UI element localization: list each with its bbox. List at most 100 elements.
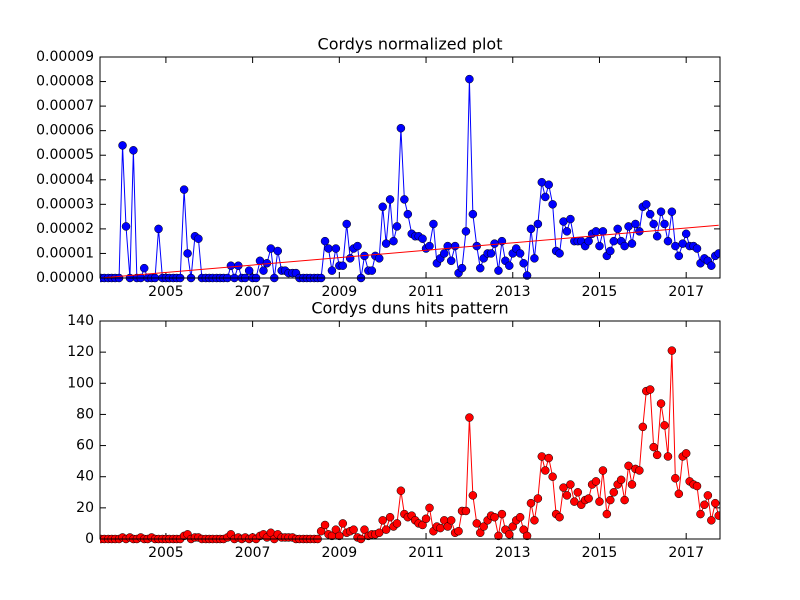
x-tick-label: 2013	[495, 545, 531, 561]
point	[606, 246, 615, 256]
point	[320, 236, 330, 246]
point	[338, 261, 348, 270]
point	[421, 514, 431, 524]
point	[450, 241, 460, 251]
point	[533, 494, 543, 503]
y-tick-label: 0.00002	[36, 221, 94, 237]
point	[418, 234, 427, 243]
x-tick-label: 2011	[408, 284, 444, 300]
point	[555, 249, 564, 258]
point	[598, 466, 608, 475]
x-tick-label: 2009	[322, 284, 358, 300]
point	[598, 227, 608, 236]
point	[645, 385, 655, 394]
y-tick-label: 0.00004	[36, 172, 94, 188]
point	[602, 509, 612, 519]
point	[595, 241, 604, 251]
point	[486, 249, 496, 258]
point	[468, 491, 478, 500]
y-tick-label: 0	[85, 531, 94, 547]
point	[656, 207, 666, 216]
point	[707, 516, 716, 525]
point	[515, 512, 525, 522]
x-tick-label: 2007	[235, 284, 271, 300]
point	[385, 195, 395, 204]
point	[468, 209, 478, 219]
point	[714, 511, 720, 520]
point	[505, 530, 514, 539]
point	[631, 219, 640, 229]
point	[667, 346, 677, 355]
point	[541, 466, 550, 475]
y-tick-label: 0.00007	[36, 98, 94, 114]
point	[526, 498, 536, 508]
point	[494, 266, 503, 275]
x-tick-label: 2017	[668, 284, 704, 300]
point	[548, 472, 557, 481]
point	[595, 497, 604, 506]
point	[566, 214, 575, 224]
point	[671, 474, 680, 483]
y-tick-label: 60	[76, 438, 94, 454]
y-tick-label: 20	[76, 500, 94, 516]
point	[381, 239, 391, 248]
point	[461, 227, 471, 236]
point	[613, 224, 622, 234]
point	[544, 180, 553, 189]
point	[606, 495, 615, 505]
point	[660, 421, 669, 430]
point	[627, 480, 637, 489]
x-tick-label: 2009	[322, 545, 358, 561]
point	[519, 259, 528, 268]
point	[533, 219, 543, 229]
point	[436, 523, 445, 533]
point	[541, 192, 550, 202]
point	[620, 495, 629, 505]
point	[154, 224, 163, 234]
y-tick-label: 80	[76, 406, 94, 422]
point	[335, 531, 344, 541]
point	[475, 263, 485, 273]
x-tick-label: 2015	[582, 545, 618, 561]
plot-area	[100, 321, 720, 539]
point	[226, 261, 236, 270]
point	[663, 236, 673, 246]
point	[425, 241, 434, 251]
point	[674, 489, 684, 499]
point	[440, 249, 449, 258]
point	[616, 475, 626, 485]
point	[700, 500, 709, 509]
point	[692, 481, 702, 491]
point	[457, 263, 467, 273]
point	[562, 227, 572, 236]
point	[320, 520, 330, 530]
point	[505, 261, 514, 270]
point	[714, 249, 720, 258]
point	[465, 413, 474, 422]
y-tick-label: 0.00000	[36, 270, 94, 286]
point	[349, 525, 358, 534]
point	[649, 442, 658, 452]
point	[400, 195, 409, 204]
point	[638, 422, 648, 432]
point	[403, 209, 413, 219]
point	[609, 236, 619, 246]
y-tick-label: 40	[76, 469, 94, 485]
point	[635, 466, 644, 475]
point	[570, 497, 579, 506]
point	[559, 483, 568, 492]
point	[663, 452, 673, 461]
point	[652, 450, 662, 460]
point	[327, 266, 337, 275]
point	[707, 261, 716, 270]
point	[544, 453, 553, 463]
point	[674, 251, 684, 261]
point	[396, 486, 406, 495]
point	[121, 222, 131, 231]
point	[118, 141, 127, 150]
point	[497, 509, 507, 519]
point	[259, 266, 268, 275]
point	[627, 239, 637, 248]
point	[342, 219, 351, 229]
point	[681, 229, 691, 239]
